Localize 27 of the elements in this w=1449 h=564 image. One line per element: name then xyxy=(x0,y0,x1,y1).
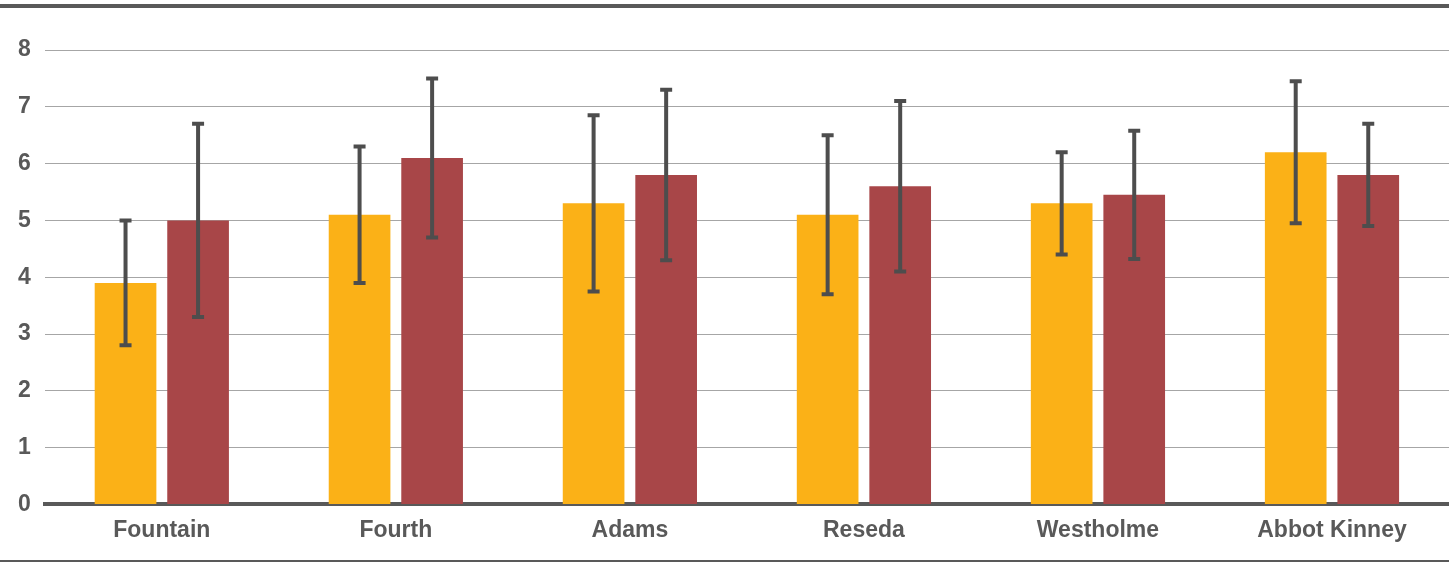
y-tick-label: 2 xyxy=(17,376,31,403)
y-tick-label: 4 xyxy=(17,262,31,289)
bar xyxy=(401,157,463,504)
y-tick-label: 7 xyxy=(17,92,31,119)
bar xyxy=(1103,194,1166,504)
bar xyxy=(1337,174,1400,504)
x-tick-label: Abbot Kinney xyxy=(1257,515,1407,542)
x-tick-label: Fountain xyxy=(113,515,211,542)
y-tick-label: 3 xyxy=(17,319,31,346)
bar xyxy=(635,174,697,504)
bar xyxy=(1264,152,1327,504)
bar xyxy=(94,282,157,504)
x-tick-label: Adams xyxy=(591,515,669,542)
bar xyxy=(167,220,229,504)
y-tick-label: 0 xyxy=(17,489,31,516)
bar xyxy=(1030,203,1093,504)
x-tick-label: Fourth xyxy=(359,515,433,542)
bar xyxy=(796,214,859,504)
y-tick-label: 8 xyxy=(17,35,31,62)
y-tick-label: 1 xyxy=(17,432,31,459)
x-tick-label: Reseda xyxy=(823,515,906,542)
bar xyxy=(869,186,932,504)
y-tick-label: 5 xyxy=(17,205,31,232)
y-tick-label: 6 xyxy=(17,148,31,175)
x-tick-label: Westholme xyxy=(1036,515,1160,542)
bar xyxy=(328,214,391,504)
bar xyxy=(562,203,625,504)
